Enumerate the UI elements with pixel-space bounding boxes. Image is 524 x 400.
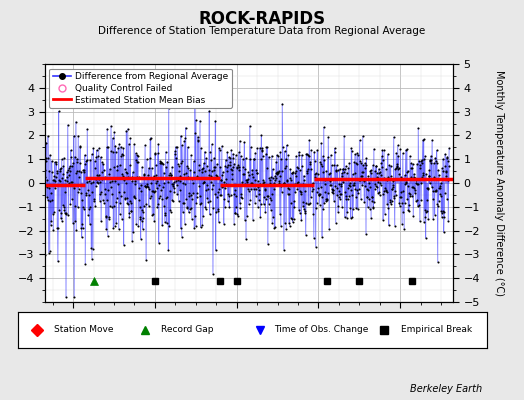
Text: Empirical Break: Empirical Break <box>400 326 472 334</box>
Text: Berkeley Earth: Berkeley Earth <box>410 384 482 394</box>
Text: Record Gap: Record Gap <box>161 326 214 334</box>
Legend: Difference from Regional Average, Quality Control Failed, Estimated Station Mean: Difference from Regional Average, Qualit… <box>49 68 232 108</box>
Text: Time of Obs. Change: Time of Obs. Change <box>274 326 368 334</box>
Y-axis label: Monthly Temperature Anomaly Difference (°C): Monthly Temperature Anomaly Difference (… <box>494 70 504 296</box>
Text: Difference of Station Temperature Data from Regional Average: Difference of Station Temperature Data f… <box>99 26 425 36</box>
Text: Station Move: Station Move <box>53 326 113 334</box>
Text: ROCK-RAPIDS: ROCK-RAPIDS <box>199 10 325 28</box>
